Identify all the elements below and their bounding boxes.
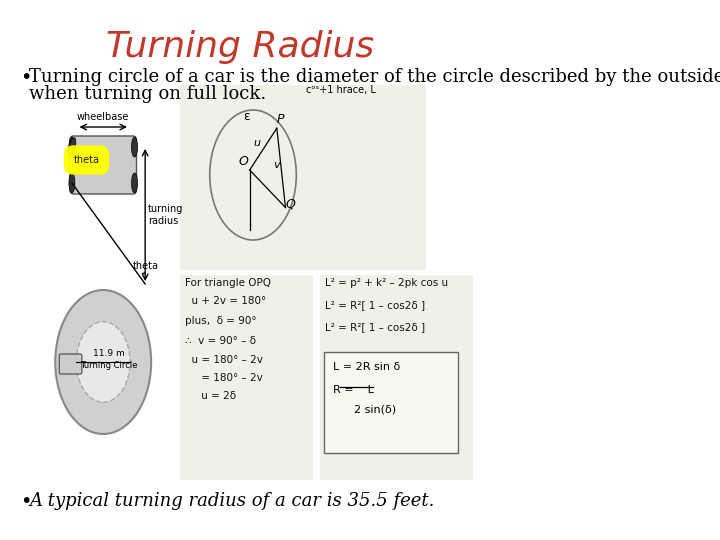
Text: For triangle OPQ: For triangle OPQ — [185, 278, 271, 288]
Text: wheelbase: wheelbase — [77, 112, 130, 122]
FancyBboxPatch shape — [180, 85, 426, 270]
FancyBboxPatch shape — [59, 354, 82, 374]
Text: 11.9 m: 11.9 m — [93, 349, 125, 359]
FancyBboxPatch shape — [324, 352, 458, 453]
Text: P: P — [276, 113, 284, 126]
Ellipse shape — [69, 173, 75, 193]
FancyBboxPatch shape — [180, 275, 313, 480]
Text: u: u — [254, 138, 261, 148]
Text: cᵒˢ+1 hrace, L: cᵒˢ+1 hrace, L — [306, 85, 376, 95]
Circle shape — [76, 322, 130, 402]
Text: Turning Circle: Turning Circle — [80, 361, 138, 370]
FancyBboxPatch shape — [320, 275, 473, 480]
Text: theta: theta — [73, 155, 99, 165]
Text: turning
radius: turning radius — [148, 204, 183, 226]
Text: when turning on full lock.: when turning on full lock. — [30, 85, 266, 103]
Ellipse shape — [68, 138, 76, 156]
Ellipse shape — [132, 173, 138, 193]
Text: 2 sin(δ): 2 sin(δ) — [333, 405, 396, 415]
Text: A typical turning radius of a car is 35.5 feet.: A typical turning radius of a car is 35.… — [30, 492, 435, 510]
FancyBboxPatch shape — [70, 136, 137, 194]
Text: L² = R²[ 1 – cos2δ ]: L² = R²[ 1 – cos2δ ] — [325, 322, 425, 332]
Text: u = 2δ: u = 2δ — [185, 391, 236, 401]
Ellipse shape — [132, 137, 138, 157]
Text: u + 2v = 180°: u + 2v = 180° — [185, 296, 266, 306]
Text: theta: theta — [133, 261, 159, 271]
Ellipse shape — [69, 137, 75, 157]
Text: L² = p² + k² – 2pk cos u: L² = p² + k² – 2pk cos u — [325, 278, 448, 288]
Text: Turning Radius: Turning Radius — [106, 30, 374, 64]
Text: Turning circle of a car is the diameter of the circle described by the outside w: Turning circle of a car is the diameter … — [30, 68, 720, 86]
Text: plus,  δ = 90°: plus, δ = 90° — [185, 316, 257, 326]
Text: •: • — [20, 68, 32, 87]
Circle shape — [55, 290, 151, 434]
Text: Q: Q — [286, 198, 296, 211]
Text: O: O — [238, 155, 248, 168]
Text: ∴  v = 90° – δ: ∴ v = 90° – δ — [185, 336, 256, 346]
Text: ε: ε — [243, 110, 250, 123]
Text: R =    L: R = L — [333, 385, 388, 395]
Text: •: • — [20, 492, 32, 511]
Text: = 180° – 2v: = 180° – 2v — [185, 373, 263, 383]
Text: L = 2R sin δ: L = 2R sin δ — [333, 362, 400, 372]
Text: L² = R²[ 1 – cos2δ ]: L² = R²[ 1 – cos2δ ] — [325, 300, 425, 310]
Text: u = 180° – 2v: u = 180° – 2v — [185, 355, 263, 365]
Text: v: v — [274, 160, 280, 171]
